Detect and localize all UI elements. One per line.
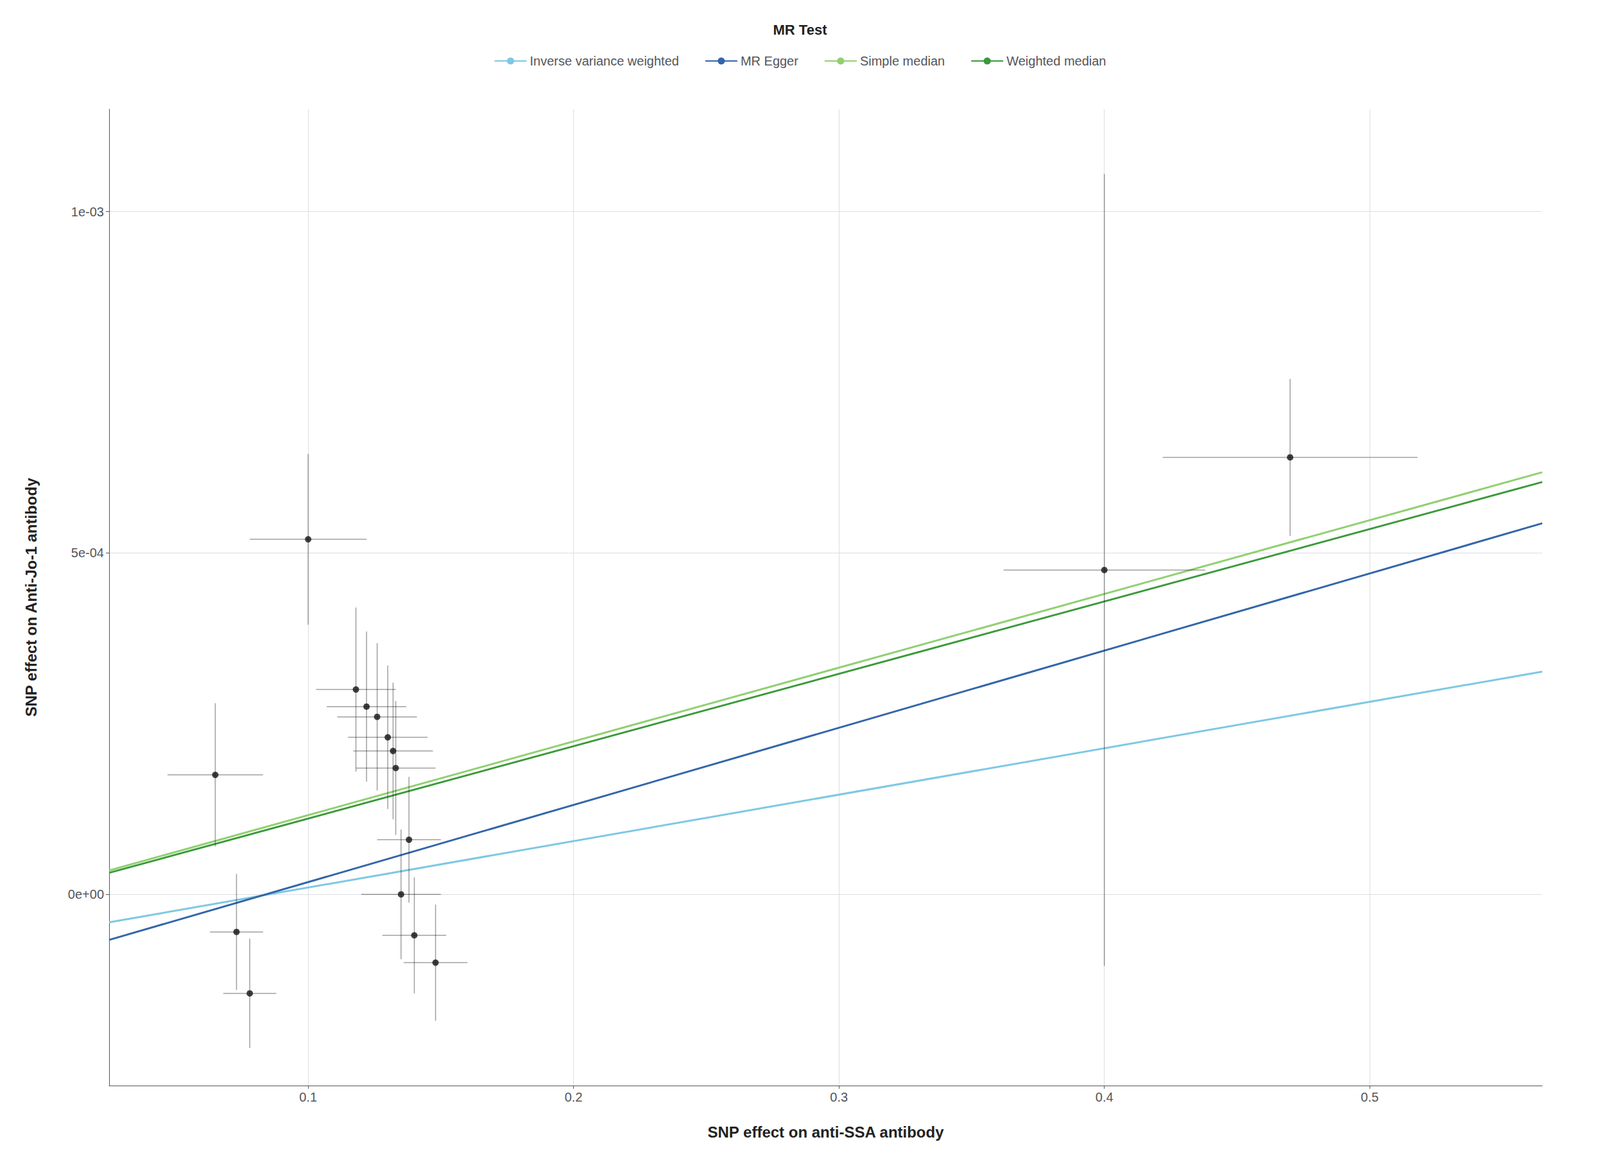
svg-text:0.5: 0.5 [1360,1089,1379,1104]
svg-text:SNP effect on Anti-Jo-1 antibo: SNP effect on Anti-Jo-1 antibody [22,477,40,717]
svg-text:0.2: 0.2 [564,1089,583,1104]
svg-text:MR Egger: MR Egger [740,53,799,69]
svg-text:SNP effect on anti-SSA antibod: SNP effect on anti-SSA antibody [707,1123,945,1141]
svg-text:MR Test: MR Test [773,21,828,38]
svg-text:Inverse variance weighted: Inverse variance weighted [530,53,680,69]
svg-text:0.1: 0.1 [299,1089,318,1104]
svg-text:0.4: 0.4 [1095,1089,1114,1104]
svg-text:0e+00: 0e+00 [68,886,104,902]
svg-text:Weighted median: Weighted median [1006,53,1106,69]
svg-text:0.3: 0.3 [829,1089,848,1104]
svg-text:Simple median: Simple median [860,53,945,69]
svg-text:5e-04: 5e-04 [71,545,104,560]
svg-text:1e-03: 1e-03 [71,204,104,219]
